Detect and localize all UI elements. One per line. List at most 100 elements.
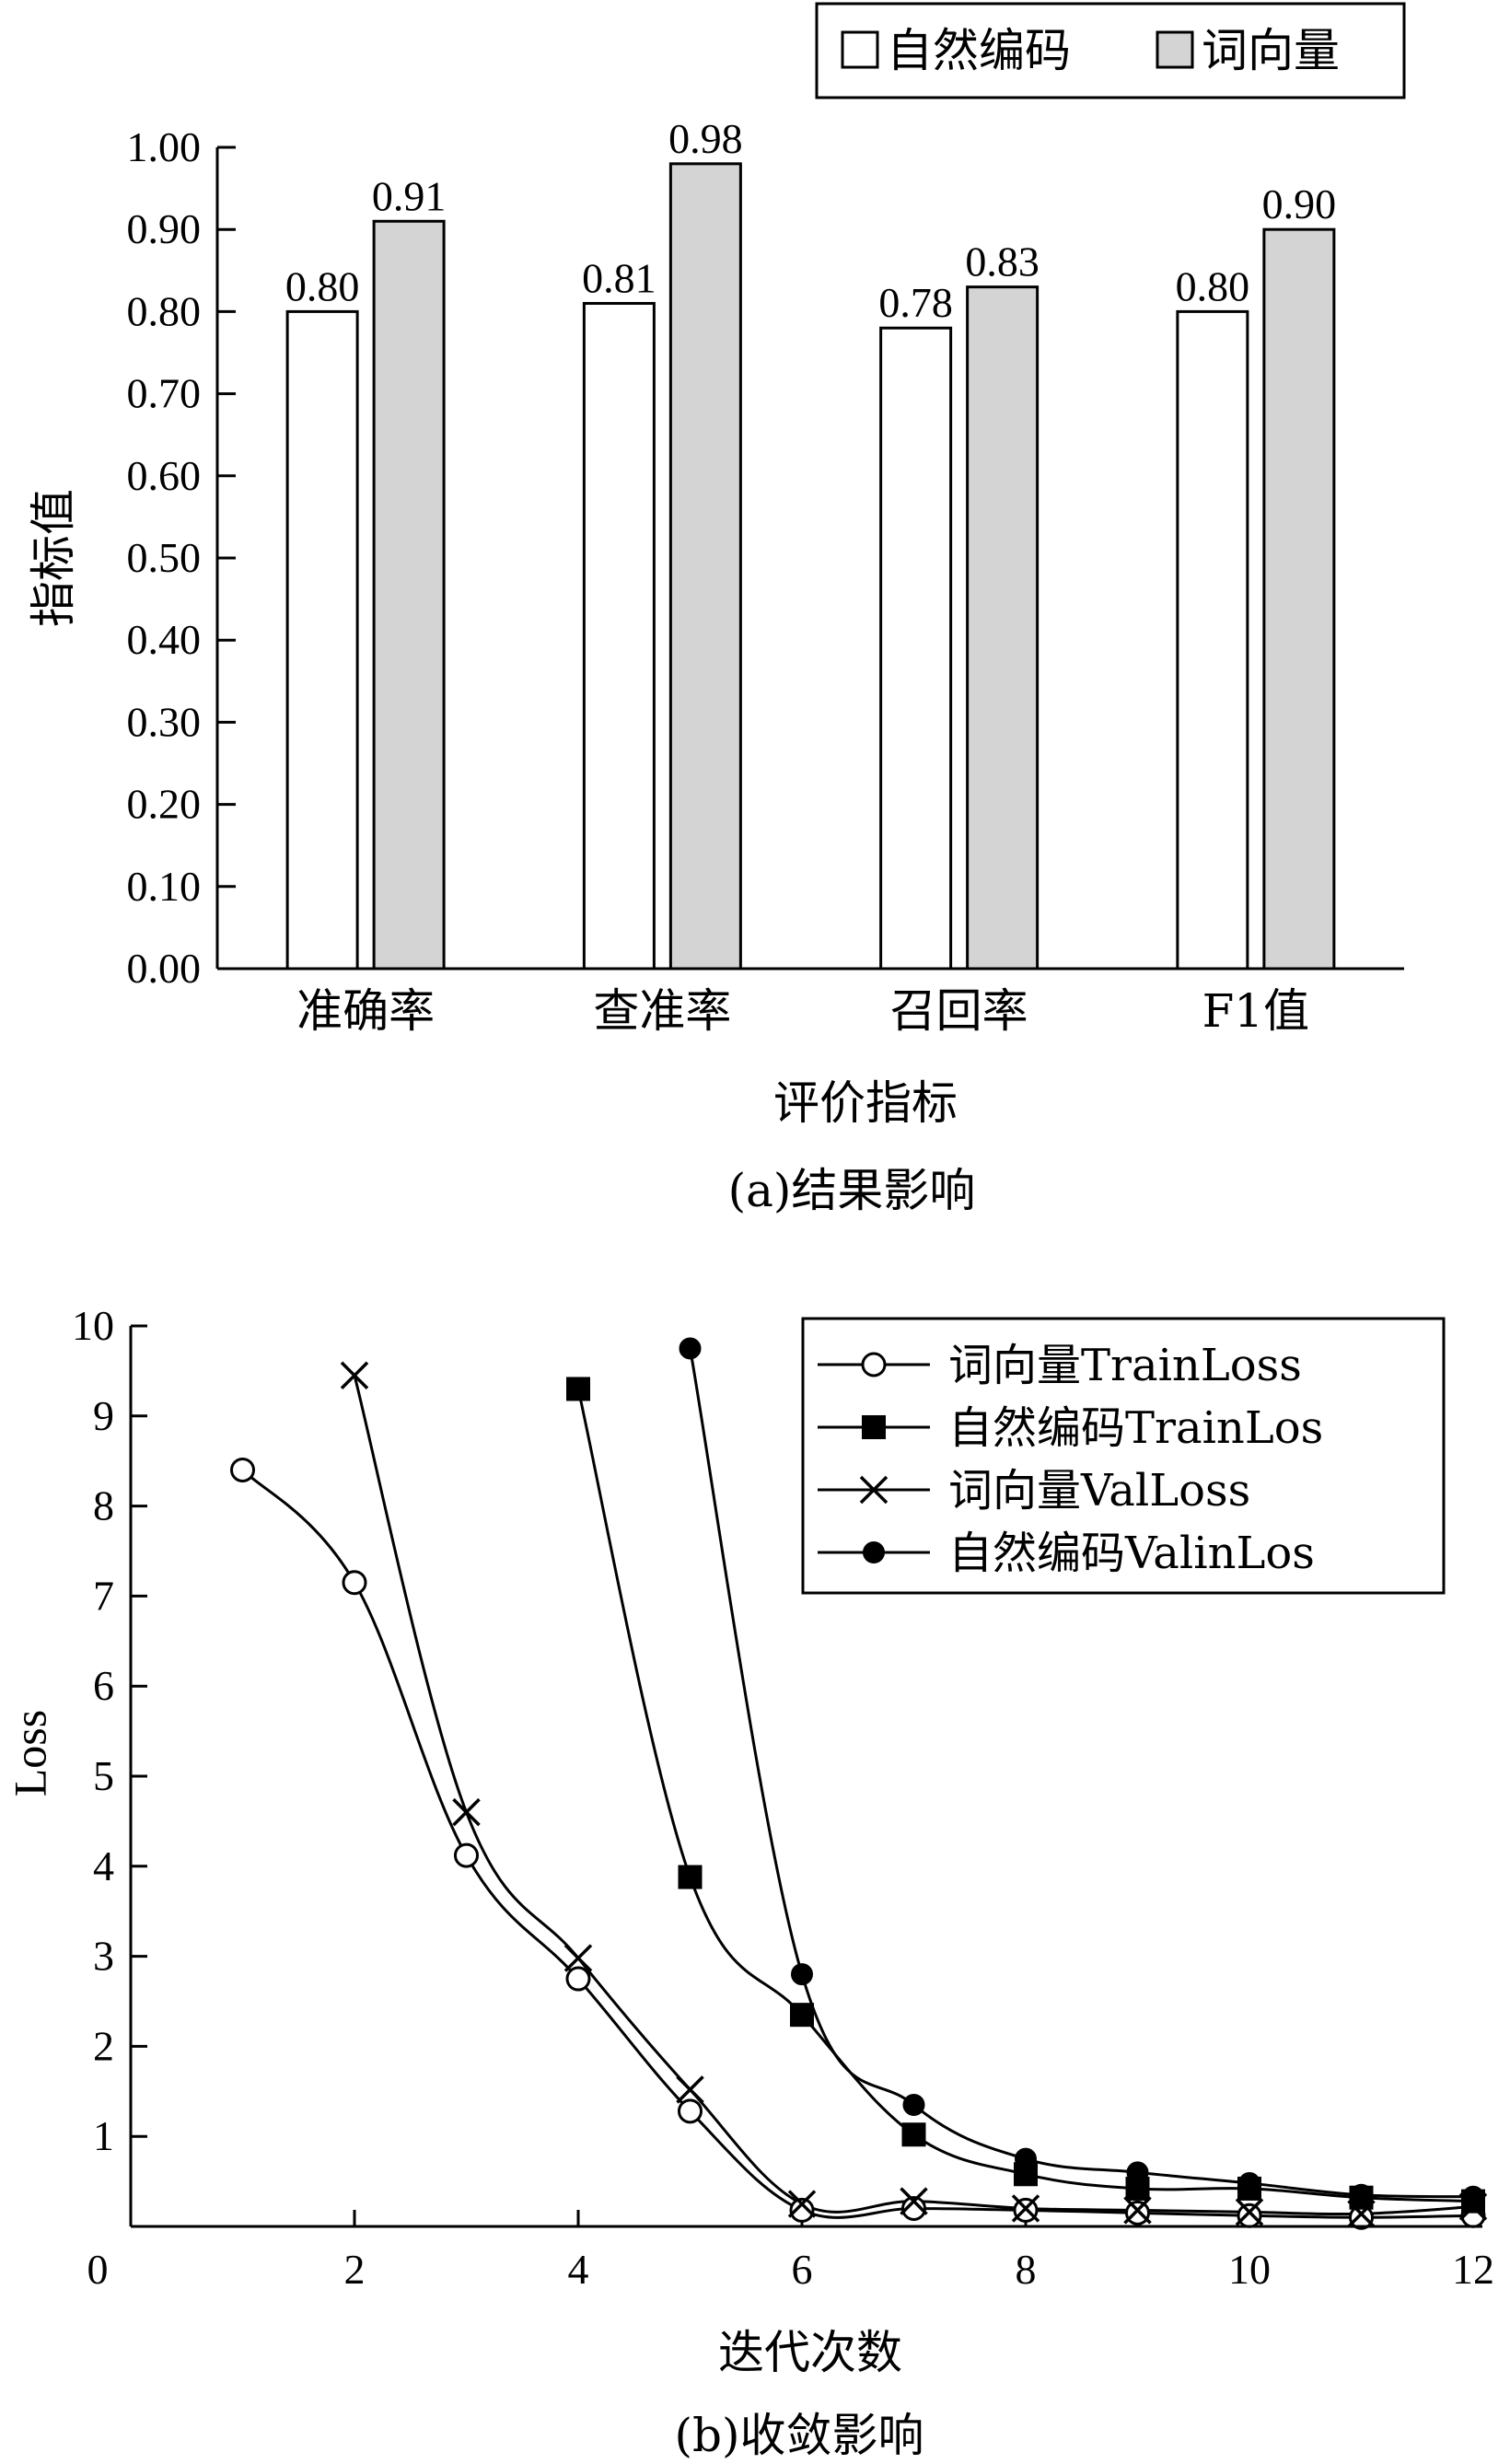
bar (1176, 309, 1249, 970)
line-series (230, 1337, 1488, 2230)
series-point (565, 1966, 591, 1992)
bar-legend-swatch-1 (1156, 30, 1194, 69)
bar-x-tick-label: 查准率 (593, 984, 731, 1038)
bar-y-tick-label: 1.00 (127, 123, 202, 170)
bar-legend: 自然编码 词向量 (815, 2, 1406, 99)
bar-legend-label-1: 词向量 (1202, 24, 1340, 77)
line-caption: (b)收敛影响 (674, 2409, 923, 2462)
line-legend-marker (861, 1352, 887, 1377)
series-point (679, 1337, 702, 1360)
line-legend-label: 词向量TrainLoss (948, 1340, 1302, 1391)
bar-legend-label-0: 自然编码 (887, 24, 1071, 77)
bar-legend-box (815, 2, 1406, 99)
line-x-tick-label: 10 (1228, 2246, 1271, 2293)
line-y-tick-label: 6 (93, 1662, 114, 1709)
series-point (1011, 2194, 1040, 2223)
series-point (342, 1570, 367, 1596)
series-point (1123, 2196, 1152, 2225)
bar-y-tick-label: 0.50 (127, 534, 202, 581)
series-point (1237, 2202, 1262, 2228)
series-point (230, 1457, 255, 1482)
series-point (1235, 2198, 1264, 2226)
series-line (576, 1389, 1474, 2203)
series-point (563, 1944, 593, 1972)
bar-y-tick-label: 0.40 (127, 616, 202, 663)
line-y-tick-label: 7 (93, 1572, 114, 1619)
line-y-tick-label: 9 (93, 1392, 114, 1439)
bar-data-label: 0.83 (965, 238, 1040, 285)
bar (668, 162, 742, 970)
line-x-tick-label: 8 (1016, 2246, 1037, 2293)
series-point (901, 2195, 926, 2221)
series-point (1126, 2161, 1149, 2184)
line-legend-label: 自然编码TrainLos (948, 1402, 1323, 1454)
bar-data-label: 0.90 (1262, 180, 1337, 227)
bar-y-tick-label: 0.20 (127, 781, 202, 828)
bar-data-label: 0.80 (285, 262, 360, 309)
bar-x-tick-label: 召回率 (890, 984, 1028, 1038)
bar (285, 309, 359, 970)
bar-y-tick-label: 0.00 (127, 945, 202, 992)
line-y-tick-label: 1 (93, 2112, 114, 2159)
bar-data-label: 0.81 (582, 254, 656, 301)
line-legend-label: 自然编码ValinLos (948, 1528, 1315, 1579)
bar-x-tick-label: 准确率 (296, 984, 435, 1038)
bar-y-axis-label: 指标值 (27, 489, 80, 627)
bar-chart: 0.00 0.10 0.20 0.30 0.40 0.50 0.60 0.70 0.80 0.90… (27, 2, 1406, 1217)
series-point (1350, 2183, 1373, 2206)
bar (582, 301, 656, 970)
line-legend-label: 词向量ValLoss (948, 1465, 1250, 1517)
line-y-tick-label: 3 (93, 1933, 114, 1980)
line-y-ticks: 1 2 3 4 5 6 7 8 9 10 (72, 1302, 147, 2159)
series-point (791, 1963, 813, 1986)
bar-data-label: 0.78 (878, 279, 953, 326)
line-x-tick-label: 4 (568, 2246, 589, 2293)
line-x-tick-label: 12 (1452, 2246, 1494, 2293)
series-point (790, 2003, 814, 2028)
series-point (902, 2093, 925, 2116)
bar-caption: (a)结果影响 (728, 1164, 976, 1217)
line-y-axis-label: Loss (4, 1710, 55, 1796)
line-legend-marker (859, 1475, 889, 1505)
line-y-tick-label: 5 (93, 1752, 114, 1799)
series-point (454, 1842, 479, 1868)
line-y-tick-label: 10 (72, 1302, 114, 1349)
line-x-tick-label: 6 (792, 2246, 813, 2293)
series-point (1015, 2147, 1037, 2170)
series-point (1238, 2172, 1260, 2195)
bar-data-label: 0.98 (668, 115, 743, 162)
series-point (676, 2075, 704, 2104)
bar-y-tick-label: 0.30 (127, 698, 202, 745)
bar-y-ticks: 0.00 0.10 0.20 0.30 0.40 0.50 0.60 0.70 0.80 0.90… (127, 123, 236, 992)
bar-y-tick-label: 0.80 (127, 287, 202, 334)
line-y-tick-label: 8 (93, 1482, 114, 1529)
bar-y-tick-label: 0.90 (127, 205, 202, 252)
bar-legend-swatch-0 (841, 30, 879, 69)
line-legend: 词向量TrainLoss 自然编码TrainLos 词向量ValLoss 自然编码Va… (801, 1317, 1446, 1595)
bar (372, 219, 446, 970)
series-point (340, 1361, 369, 1390)
series-point (452, 1797, 481, 1827)
line-x-ticks: 0 2 4 6 8 10 12 (87, 2210, 1494, 2293)
bar-marks: 0.80 0.91 0.81 0.98 0.78 0.83 0.80 0.90 (285, 115, 1337, 970)
series-point (900, 2187, 928, 2215)
line-x-tick-label: 0 (87, 2246, 109, 2293)
line-legend-marker (863, 1541, 885, 1563)
bar-y-tick-label: 0.10 (127, 863, 202, 910)
series-point (789, 2197, 815, 2223)
bar-x-ticks: 准确率 查准率 召回率 F1值 (296, 984, 1309, 1038)
line-x-tick-label: 2 (344, 2246, 366, 2293)
bar (879, 326, 953, 970)
series-line (689, 1348, 1474, 2199)
bar-y-tick-label: 0.60 (127, 452, 202, 499)
series-point (678, 2098, 703, 2124)
series-point (678, 1865, 703, 1889)
line-legend-marker (862, 1415, 886, 1439)
series-point (787, 2190, 817, 2218)
series-point (901, 2122, 926, 2147)
series-point (1462, 2185, 1484, 2208)
bar (966, 285, 1040, 970)
bar-x-axis-label: 评价指标 (773, 1076, 958, 1130)
